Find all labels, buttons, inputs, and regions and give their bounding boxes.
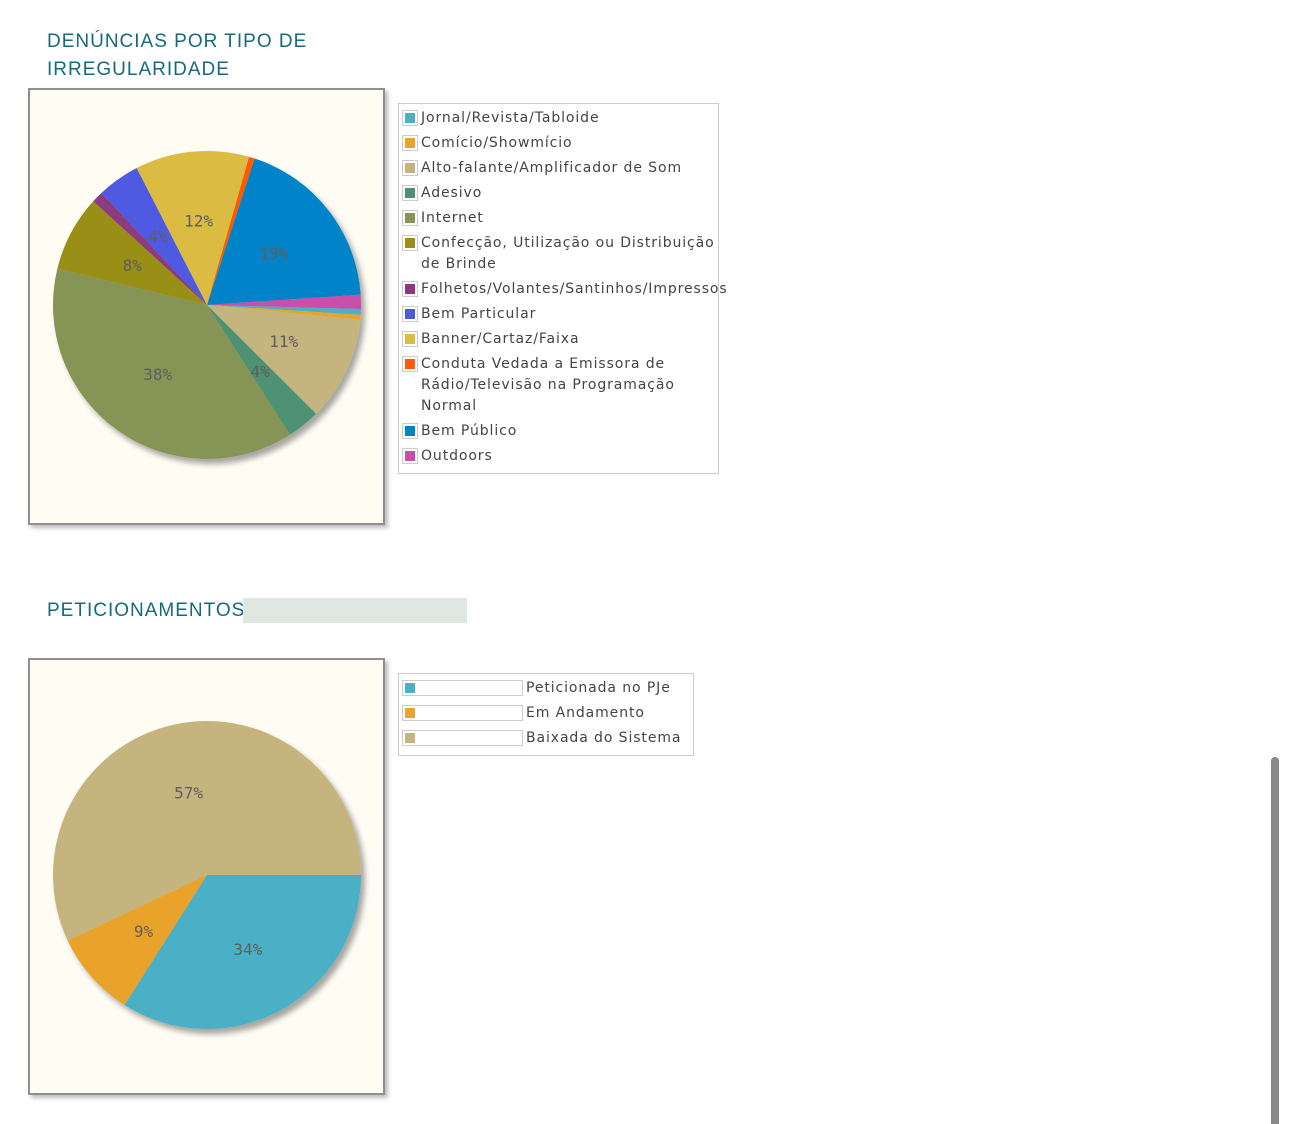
legend-swatch-box <box>402 235 418 251</box>
legend-swatch <box>405 238 415 248</box>
legend-swatch <box>405 359 415 369</box>
legend-swatch <box>405 213 415 223</box>
section-title-denuncias: DENÚNCIAS POR TIPO DE IRREGULARIDADE <box>47 31 308 80</box>
legend-swatch-box <box>402 705 523 721</box>
pie-slice-alto-falante-amplificador-de-som[interactable] <box>207 305 361 414</box>
legend-swatch <box>405 163 415 173</box>
vertical-scrollbar[interactable] <box>1271 757 1279 1124</box>
pie-slice-comicio-showmicio[interactable] <box>207 305 361 320</box>
slice-label-bem-publico: 19% <box>259 244 288 263</box>
legend-swatch-box <box>402 210 418 226</box>
pie-slice-peticionada-no-pje[interactable] <box>124 875 362 1029</box>
slice-label-banner-cartaz-faixa: 12% <box>184 212 213 231</box>
legend-swatch-box <box>402 680 523 696</box>
legend-swatch <box>405 113 415 123</box>
slice-label-internet: 38% <box>143 365 172 384</box>
pie-slice-conduta-vedada-a-emissora-de-radio-televisao-na-programacao-normal[interactable] <box>207 156 255 305</box>
legend-swatch-box <box>402 730 523 746</box>
slice-label-alto-falante-amplificador-de-som: 11% <box>269 332 298 351</box>
legend-label: Outdoors <box>421 448 493 464</box>
legend-swatch-box <box>402 135 418 151</box>
legend-swatch <box>405 426 415 436</box>
pie-chart-peticionamentos: 34% 9% 57% <box>28 658 385 1095</box>
slice-label-peticionada-no-pje: 34% <box>233 940 262 959</box>
legend-item-bem-particular[interactable]: Bem Particular <box>399 302 718 327</box>
slice-label-confeccao-utilizacao-ou-distribuicao-de-brinde: 8% <box>123 256 143 275</box>
legend-swatch <box>405 708 415 718</box>
legend-label: Bem Particular <box>421 306 537 322</box>
slice-label-adesivo: 4% <box>250 362 270 381</box>
legend-item-alto-falante-amplificador-de-som[interactable]: Alto-falante/Amplificador de Som <box>399 156 718 181</box>
pie-slice-bem-publico[interactable] <box>207 158 361 305</box>
legend-label: Em Andamento <box>526 705 645 721</box>
pie-slice-baixada-do-sistema[interactable] <box>52 721 361 941</box>
legend-swatch-box <box>402 110 418 126</box>
pie-slice-internet[interactable] <box>53 268 290 460</box>
legend-item-peticionada-no-pje[interactable]: Peticionada no PJe <box>399 676 693 701</box>
legend-item-bem-publico[interactable]: Bem Público <box>399 419 718 444</box>
legend-swatch <box>405 334 415 344</box>
legend-label: Adesivo <box>421 185 483 201</box>
legend-swatch <box>405 733 415 743</box>
pie-slice-bem-particular[interactable] <box>101 168 207 305</box>
legend-swatch <box>405 309 415 319</box>
legend-item-conduta-vedada-a-emissora-de-radio-televisao-na-programacao-normal[interactable]: Conduta Vedada a Emissora de Rádio/Telev… <box>399 352 718 419</box>
title-highlight-bar <box>243 598 467 623</box>
slice-label-bem-particular: 4% <box>148 227 168 246</box>
legend-item-comicio-showmicio[interactable]: Comício/Showmício <box>399 131 718 156</box>
pie-slice-adesivo[interactable] <box>207 305 317 435</box>
legend-item-folhetos-volantes-santinhos-impressos[interactable]: Folhetos/Volantes/Santinhos/Impressos <box>399 277 727 302</box>
slice-label-em-andamento: 9% <box>134 922 154 941</box>
pie-slice-folhetos-volantes-santinhos-impressos[interactable] <box>93 192 207 305</box>
pie-slice-confeccao-utilizacao-ou-distribuicao-de-brinde[interactable] <box>57 201 207 305</box>
legend-swatch <box>405 683 415 693</box>
legend-swatch-box <box>402 160 418 176</box>
legend-label: Confecção, Utilização ou Distribuição de… <box>421 235 715 272</box>
legend-label: Internet <box>421 210 484 226</box>
legend-label: Alto-falante/Amplificador de Som <box>421 160 682 176</box>
legend-item-internet[interactable]: Internet <box>399 206 718 231</box>
legend-item-em-andamento[interactable]: Em Andamento <box>399 701 693 726</box>
legend-denuncias: Jornal/Revista/Tabloide Comício/Showmício… <box>398 103 727 474</box>
legend-swatch <box>405 451 415 461</box>
legend-item-adesivo[interactable]: Adesivo <box>399 181 718 206</box>
legend-swatch-box <box>402 331 418 347</box>
pie-slice-jornal-revista-tabloide[interactable] <box>207 305 361 315</box>
legend-swatch-box <box>402 185 418 201</box>
legend-swatch-box <box>402 306 418 322</box>
legend-item-confeccao-utilizacao-ou-distribuicao-de-brinde[interactable]: Confecção, Utilização ou Distribuição de… <box>399 231 718 277</box>
legend-label: Baixada do Sistema <box>526 730 682 746</box>
slice-label-baixada-do-sistema: 57% <box>174 783 203 802</box>
legend-swatch-box <box>402 356 418 372</box>
pie-chart-denuncias-svg: 19% 11% 4% 38% 8% 4% 12% <box>53 151 361 460</box>
legend-label: Folhetos/Volantes/Santinhos/Impressos <box>421 281 728 297</box>
legend-label: Peticionada no PJe <box>526 680 671 696</box>
legend-swatch <box>405 188 415 198</box>
legend-swatch <box>405 138 415 148</box>
section-title-peticionamentos: PETICIONAMENTOS <box>47 600 246 621</box>
pie-slice-em-andamento[interactable] <box>67 875 207 1006</box>
legend-item-baixada-do-sistema[interactable]: Baixada do Sistema <box>399 726 693 751</box>
legend-label: Jornal/Revista/Tabloide <box>421 110 600 126</box>
pie-chart-denuncias: 19% 11% 4% 38% 8% 4% 12% <box>28 88 385 525</box>
pie-chart-peticionamentos-svg: 34% 9% 57% <box>52 721 362 1029</box>
legend-peticionamentos: Peticionada no PJe Em Andamento Baixada do… <box>398 673 694 756</box>
legend-label: Conduta Vedada a Emissora de Rádio/Telev… <box>421 356 675 414</box>
legend-item-outdoors[interactable]: Outdoors <box>399 444 718 469</box>
legend-item-jornal-revista-tabloide[interactable]: Jornal/Revista/Tabloide <box>399 106 718 131</box>
legend-label: Banner/Cartaz/Faixa <box>421 331 580 347</box>
legend-label: Comício/Showmício <box>421 135 573 151</box>
pie-slice-outdoors[interactable] <box>207 294 361 310</box>
legend-item-banner-cartaz-faixa[interactable]: Banner/Cartaz/Faixa <box>399 327 718 352</box>
legend-swatch-box <box>402 448 418 464</box>
pie-slice-banner-cartaz-faixa[interactable] <box>136 151 250 305</box>
legend-swatch-box <box>402 423 418 439</box>
legend-label: Bem Público <box>421 423 518 439</box>
legend-swatch-box <box>402 281 418 297</box>
legend-swatch <box>405 284 415 294</box>
